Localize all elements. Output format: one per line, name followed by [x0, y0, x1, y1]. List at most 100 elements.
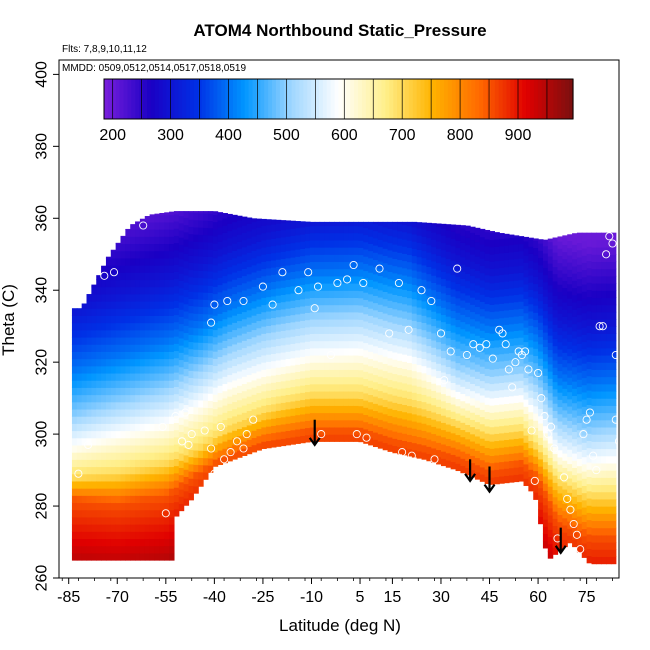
x-axis: -85 -70 -55 -40 -25 -10 5 15 30 45 60 75 [57, 578, 613, 606]
field-column [499, 233, 505, 484]
colorbar-segment [264, 79, 269, 119]
plot-frame [58, 59, 620, 579]
field-column [144, 216, 151, 561]
colorbar-segment [318, 79, 324, 119]
field-column [125, 228, 131, 561]
observation-point [546, 422, 556, 431]
field-column [610, 232, 617, 565]
colorbar-tick-label: 700 [389, 127, 416, 144]
observation-point [534, 368, 543, 378]
field-column [411, 221, 418, 458]
colorbar-segment [557, 79, 562, 119]
flights-label: Flts: 7,8,9,10,11,12 [62, 44, 147, 55]
observation-point [207, 444, 216, 453]
observation-point [559, 473, 569, 482]
field-column [542, 239, 549, 549]
colorbar: 200 300 400 500 600 700 800 900 [99, 78, 574, 144]
colorbar-segment [440, 79, 445, 119]
field-column [324, 221, 330, 442]
colorbar-segment [428, 79, 433, 119]
observation-point [239, 444, 248, 453]
observation-point [343, 275, 352, 284]
colorbar-segment [119, 79, 125, 119]
observation-point [232, 437, 242, 446]
field-column [198, 211, 204, 487]
field-column [309, 221, 316, 442]
field-column [232, 214, 238, 460]
observation-point [375, 264, 384, 273]
field-column [91, 284, 97, 561]
observation-point [242, 430, 251, 439]
colorbar-segment [444, 79, 449, 119]
field-column [474, 227, 481, 480]
colorbar-segment [256, 79, 261, 119]
field-column [343, 221, 350, 442]
colorbar-segment [158, 79, 164, 119]
colorbar-segment [150, 79, 156, 119]
observation-point [524, 365, 533, 374]
field-column [348, 221, 355, 442]
observation-point [482, 340, 491, 349]
observation-point [511, 358, 520, 367]
colorbar-segment [494, 79, 500, 119]
observation-point [74, 469, 83, 478]
observation-point [122, 217, 132, 226]
field-column [120, 235, 126, 561]
field-column [596, 232, 602, 565]
field-column [552, 237, 559, 555]
colorbar-segment [455, 79, 461, 119]
observation-point [184, 440, 193, 449]
colorbar-segment [111, 79, 117, 119]
colorbar-tick-label: 500 [273, 127, 300, 144]
field-column [319, 221, 326, 442]
field-column [222, 213, 228, 464]
field-column [533, 238, 539, 500]
chart-title: ATOM4 Northbound Static_Pressure [193, 21, 486, 40]
colorbar-segment [346, 79, 351, 119]
field-column [572, 233, 578, 548]
field-column [334, 221, 340, 442]
x-tick-label: -10 [300, 589, 323, 606]
field-column [159, 212, 165, 561]
field-column [470, 226, 476, 478]
field-column [562, 235, 568, 548]
colorbar-segment [408, 79, 414, 119]
colorbar-segment [334, 79, 340, 119]
field-column [606, 232, 612, 565]
observation-point [618, 557, 619, 563]
colorbar-segment [272, 79, 277, 119]
observation-point [582, 415, 591, 424]
observation-point [398, 448, 407, 457]
colorbar-segment [244, 79, 250, 119]
colorbar-segment [146, 79, 152, 119]
field-column [576, 232, 583, 553]
colorbar-segment [217, 79, 222, 119]
observation-point [407, 451, 416, 460]
observation-point [504, 365, 513, 374]
colorbar-segment [229, 79, 234, 119]
observation-point [385, 329, 394, 338]
colorbar-segment [522, 79, 527, 119]
colorbar-segment [283, 79, 289, 119]
pressure-field [71, 211, 617, 565]
observation-point [446, 347, 455, 356]
colorbar-segment [201, 79, 207, 119]
y-tick-label: 360 [33, 205, 50, 232]
y-tick-label: 400 [33, 61, 50, 88]
observation-point [226, 448, 235, 457]
colorbar-segment [131, 79, 136, 119]
field-column [353, 221, 360, 442]
colorbar-segment [490, 79, 496, 119]
colorbar-segment [307, 79, 312, 119]
field-column [339, 221, 345, 442]
field-column [440, 223, 447, 467]
colorbar-segment [385, 79, 390, 119]
field-column [445, 224, 452, 468]
flight-marker-arrow [308, 419, 321, 447]
field-column [290, 220, 296, 445]
x-tick-label: -25 [251, 589, 274, 606]
observation-point [605, 232, 614, 241]
field-column [455, 224, 461, 472]
colorbar-segment [291, 79, 297, 119]
field-column [71, 308, 78, 561]
